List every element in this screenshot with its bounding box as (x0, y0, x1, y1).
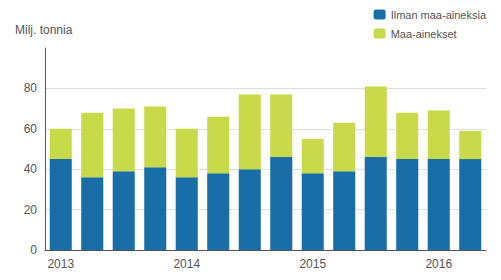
svg-text:0: 0 (30, 243, 37, 257)
svg-text:2016: 2016 (425, 257, 452, 271)
svg-text:Ilman maa-aineksia: Ilman maa-aineksia (391, 9, 487, 21)
svg-text:Maa-ainekset: Maa-ainekset (391, 28, 457, 40)
svg-text:80: 80 (24, 81, 38, 95)
svg-text:60: 60 (24, 122, 38, 136)
svg-text:20: 20 (24, 203, 38, 217)
svg-text:40: 40 (24, 162, 38, 176)
svg-text:2013: 2013 (47, 257, 74, 271)
svg-text:2015: 2015 (299, 257, 326, 271)
svg-text:Milj. tonnia: Milj. tonnia (15, 23, 73, 37)
svg-text:2014: 2014 (173, 257, 200, 271)
